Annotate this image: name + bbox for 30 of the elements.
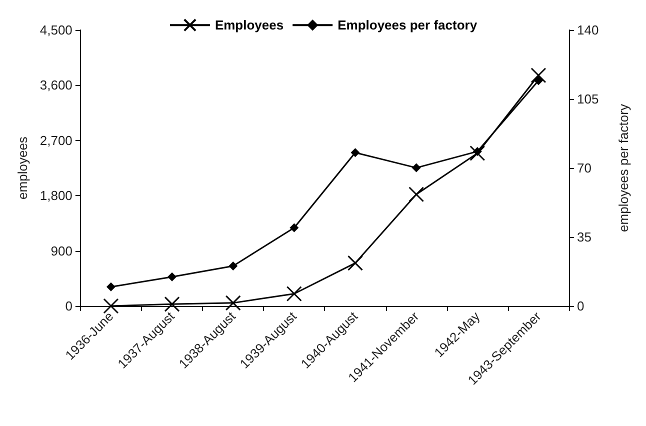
point <box>408 186 424 202</box>
y-tick-label: 1,800 <box>40 188 72 204</box>
point <box>106 282 116 292</box>
y-axis-title: employees <box>15 136 30 200</box>
point <box>350 148 360 158</box>
y2-tick-label: 0 <box>577 298 584 314</box>
y-tick-label: 3,600 <box>40 78 72 93</box>
point <box>286 286 302 302</box>
point <box>530 68 546 84</box>
point <box>290 223 299 232</box>
y-tick-label: 0 <box>65 298 72 314</box>
y-tick-label: 4,500 <box>40 22 72 38</box>
y2-tick-label: 105 <box>577 92 599 106</box>
point <box>225 295 241 311</box>
y2-axis-title: employees per factory <box>616 104 631 232</box>
point <box>470 146 486 162</box>
point <box>164 296 180 312</box>
y2-tick-label: 140 <box>577 22 599 38</box>
point <box>103 298 119 314</box>
y-tick-label: 900 <box>50 243 72 258</box>
y2-tick-label: 35 <box>577 230 592 244</box>
y2-tick-label: 70 <box>577 160 592 176</box>
point <box>228 261 238 270</box>
point <box>168 272 177 282</box>
legend-label: Employees per factory <box>338 18 478 33</box>
point <box>534 76 543 86</box>
legend-label: Employees <box>214 18 284 33</box>
point <box>412 163 421 172</box>
y-tick-label: 2,700 <box>40 132 72 148</box>
point <box>348 255 363 271</box>
